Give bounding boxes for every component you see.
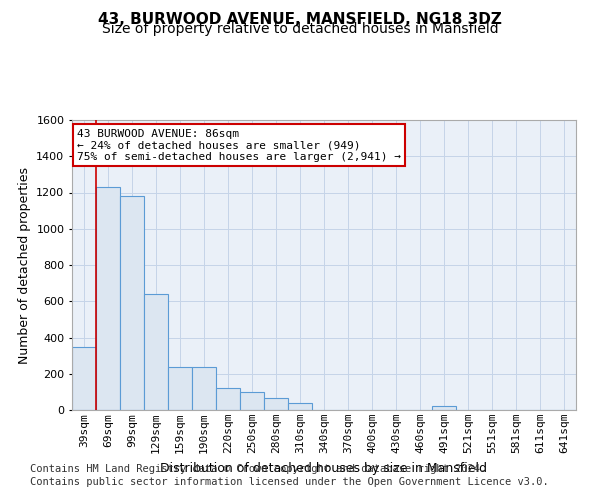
Bar: [288, 403, 312, 410]
Bar: [72, 346, 96, 410]
Bar: [192, 366, 216, 410]
Bar: [240, 392, 264, 410]
Bar: [96, 187, 120, 410]
Text: Contains HM Land Registry data © Crown copyright and database right 2024.: Contains HM Land Registry data © Crown c…: [30, 464, 486, 474]
Bar: [120, 196, 144, 410]
Bar: [144, 294, 168, 410]
Text: 43 BURWOOD AVENUE: 86sqm
← 24% of detached houses are smaller (949)
75% of semi-: 43 BURWOOD AVENUE: 86sqm ← 24% of detach…: [77, 128, 401, 162]
Bar: [432, 406, 456, 410]
Bar: [216, 388, 240, 410]
Bar: [264, 398, 288, 410]
Y-axis label: Number of detached properties: Number of detached properties: [17, 166, 31, 364]
X-axis label: Distribution of detached houses by size in Mansfield: Distribution of detached houses by size …: [161, 462, 487, 474]
Text: Size of property relative to detached houses in Mansfield: Size of property relative to detached ho…: [101, 22, 499, 36]
Bar: [168, 366, 192, 410]
Text: 43, BURWOOD AVENUE, MANSFIELD, NG18 3DZ: 43, BURWOOD AVENUE, MANSFIELD, NG18 3DZ: [98, 12, 502, 28]
Text: Contains public sector information licensed under the Open Government Licence v3: Contains public sector information licen…: [30, 477, 549, 487]
